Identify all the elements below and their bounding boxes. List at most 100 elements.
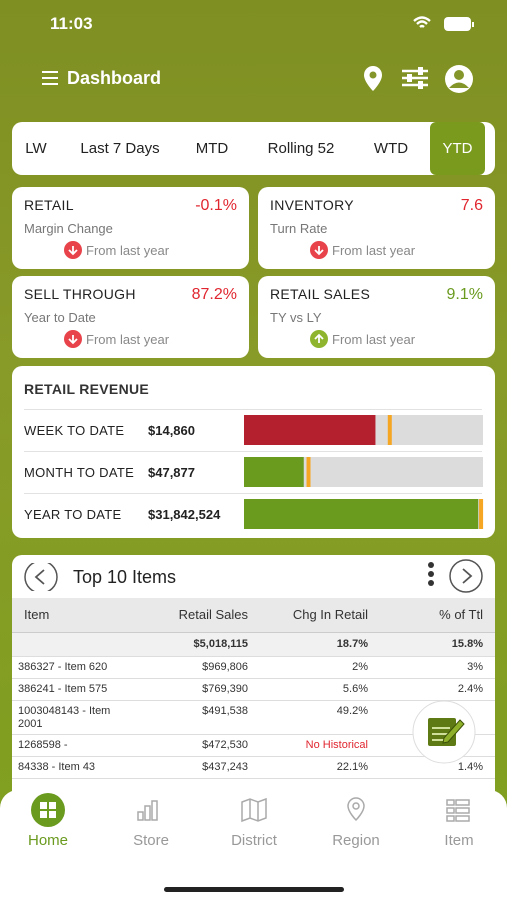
- bar-fill: [244, 415, 376, 445]
- table-cell: 1268598 -: [18, 739, 68, 751]
- kpi-note: From last year: [332, 332, 416, 347]
- revenue-card: RETAIL REVENUE WEEK TO DATE $14,860 MONTH …: [12, 366, 495, 538]
- kpi-card[interactable]: SELL THROUGH 87.2% Year to Date From last y…: [12, 276, 249, 358]
- table-cell: $437,243: [202, 761, 248, 773]
- header-actions[interactable]: [360, 64, 480, 94]
- kpi-card[interactable]: RETAIL -0.1% Margin Change From last year: [12, 187, 249, 269]
- kpi-note: From last year: [332, 243, 416, 258]
- top-items-title: Top 10 Items: [73, 567, 177, 587]
- kpi-title: RETAIL SALES: [270, 286, 371, 302]
- menu-button[interactable]: [40, 68, 60, 88]
- column-header: Retail Sales: [178, 607, 248, 622]
- progress-bar: [244, 415, 483, 445]
- kpi-title: SELL THROUGH: [24, 286, 136, 302]
- period-tab[interactable]: YTD: [430, 122, 485, 175]
- period-tab[interactable]: MTD: [195, 140, 229, 157]
- kpi-subtitle: TY vs LY: [270, 310, 322, 325]
- revenue-label: MONTH TO DATE: [24, 465, 135, 480]
- more-and-next[interactable]: [424, 559, 490, 595]
- table-cell: 386241 - Item 575: [18, 683, 108, 695]
- total-cell: $5,018,115: [193, 638, 248, 650]
- period-tab[interactable]: Rolling 52: [267, 140, 335, 157]
- bar-fill: [244, 457, 304, 487]
- kpi-note: From last year: [86, 243, 170, 258]
- row-divider: [12, 700, 495, 701]
- period-tab[interactable]: WTD: [373, 140, 409, 157]
- revenue-divider: [24, 493, 482, 494]
- total-cell: 18.7%: [336, 638, 368, 650]
- table-cell: $769,390: [202, 683, 248, 695]
- table-cell: 1.4%: [457, 761, 483, 773]
- revenue-label: WEEK TO DATE: [24, 423, 125, 438]
- row-divider: [12, 734, 495, 735]
- revenue-divider: [24, 451, 482, 452]
- top-items-card: Top 10 Items Item Retail Sales Chg In Reta…: [12, 555, 495, 805]
- trend-icon: [310, 241, 328, 259]
- bar-marker: [306, 457, 311, 487]
- revenue-value: $47,877: [148, 465, 195, 480]
- table-cell: 49.2%: [336, 705, 368, 717]
- total-cell: 15.8%: [451, 638, 483, 650]
- progress-bar: [244, 457, 483, 487]
- page-title: Dashboard: [67, 68, 162, 88]
- total-row-bg: [12, 632, 495, 656]
- revenue-value: $14,860: [148, 423, 195, 438]
- notes-fab[interactable]: [410, 698, 478, 766]
- trend-icon: [64, 241, 82, 259]
- bar-marker: [387, 415, 392, 445]
- kpi-value: 87.2%: [191, 286, 237, 303]
- table-cell: 386327 - Item 620: [18, 661, 108, 673]
- column-header: % of Ttl: [439, 607, 483, 622]
- table-cell: 1003048143 - Item 2001: [18, 705, 111, 730]
- bar-fill: [244, 499, 479, 529]
- nav-item[interactable]: Region: [332, 832, 380, 849]
- table-cell: 2%: [352, 661, 368, 673]
- table-cell: $472,530: [202, 739, 248, 751]
- period-tab[interactable]: Last 7 Days: [80, 140, 160, 157]
- column-header: Chg In Retail: [292, 607, 368, 622]
- kpi-value: 7.6: [460, 197, 483, 214]
- table-cell: 5.6%: [342, 683, 368, 695]
- prev-button[interactable]: [24, 563, 60, 591]
- status-icons: [413, 16, 474, 31]
- kpi-note: From last year: [86, 332, 170, 347]
- kpi-subtitle: Year to Date: [24, 310, 96, 325]
- kpi-value: -0.1%: [195, 197, 237, 214]
- progress-bar: [244, 499, 484, 529]
- kpi-title: INVENTORY: [270, 197, 354, 213]
- table-cell: 22.1%: [336, 761, 368, 773]
- revenue-label: YEAR TO DATE: [24, 507, 122, 522]
- table-cell: 2.4%: [457, 683, 483, 695]
- row-divider: [12, 778, 495, 779]
- row-divider: [12, 656, 495, 657]
- column-header: Item: [24, 607, 50, 622]
- period-tabs: LW Last 7 Days MTD Rolling 52 WTD YTD: [12, 122, 495, 175]
- kpi-subtitle: Margin Change: [24, 221, 113, 236]
- revenue-divider: [24, 409, 482, 410]
- kpi-card[interactable]: RETAIL SALES 9.1% TY vs LY From last year: [258, 276, 495, 358]
- nav-icons: [31, 793, 470, 892]
- status-time: 11:03: [50, 14, 93, 33]
- table-cell: 3%: [467, 661, 483, 673]
- table-cell: No Historical: [305, 739, 368, 751]
- revenue-title: RETAIL REVENUE: [24, 381, 150, 397]
- kpi-card[interactable]: INVENTORY 7.6 Turn Rate From last year: [258, 187, 495, 269]
- table-cell: $491,538: [202, 705, 248, 717]
- bar-marker: [479, 499, 484, 529]
- nav-item[interactable]: Store: [133, 832, 169, 849]
- revenue-value: $31,842,524: [148, 507, 221, 522]
- trend-icon: [64, 330, 82, 348]
- table-cell: $969,806: [202, 661, 248, 673]
- kpi-value: 9.1%: [446, 286, 483, 303]
- trend-icon: [310, 330, 328, 348]
- nav-item[interactable]: Item: [444, 832, 474, 849]
- nav-item[interactable]: Home: [27, 832, 68, 849]
- kpi-subtitle: Turn Rate: [270, 221, 328, 236]
- table-header-bg: [12, 598, 495, 632]
- nav-item[interactable]: District: [231, 832, 277, 849]
- period-tab[interactable]: LW: [25, 140, 47, 157]
- row-divider: [12, 756, 495, 757]
- kpi-title: RETAIL: [24, 197, 74, 213]
- bottom-nav: Home Store District Region Item: [0, 790, 507, 900]
